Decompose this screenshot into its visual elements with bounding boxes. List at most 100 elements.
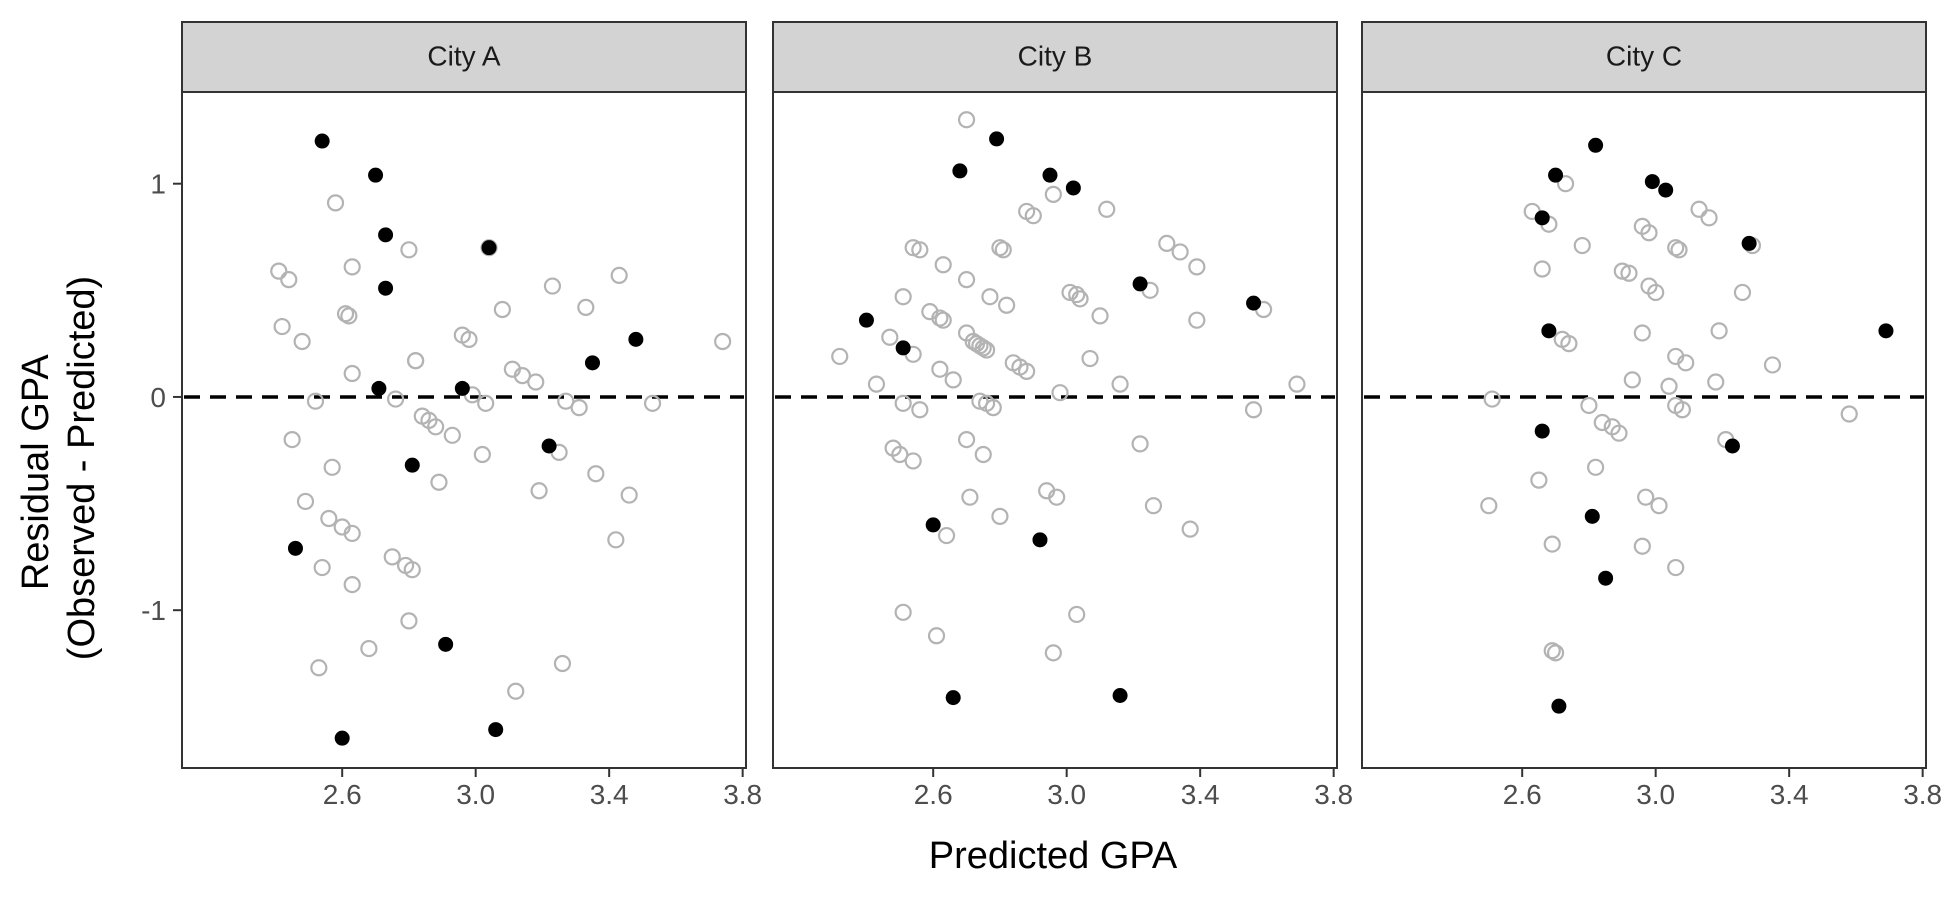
data-point-other xyxy=(553,654,572,673)
data-point-other xyxy=(957,430,976,449)
data-point-other xyxy=(1640,224,1658,242)
data-point-other xyxy=(1068,285,1086,304)
data-point-highlighted xyxy=(989,131,1005,147)
data-point-other xyxy=(957,111,976,129)
facet-strip-label: City A xyxy=(427,40,500,71)
data-point-other xyxy=(1111,375,1129,393)
y-axis-title: Residual GPA (Observed - Predicted) xyxy=(15,276,103,660)
data-point-other xyxy=(1144,497,1163,515)
x-tick-label: 2.6 xyxy=(323,779,362,810)
data-point-highlighted xyxy=(404,457,420,473)
data-point-other xyxy=(984,399,1002,417)
data-point-other xyxy=(313,558,331,577)
data-point-other xyxy=(911,241,929,259)
data-point-other xyxy=(477,394,495,412)
plot-area xyxy=(773,92,1337,768)
y-axis-title-line-1: Residual GPA xyxy=(15,354,57,591)
data-point-highlighted xyxy=(1551,698,1567,714)
y-axis-title-line-2: (Observed - Predicted) xyxy=(61,276,103,660)
data-point-other xyxy=(1710,322,1728,340)
data-point-other xyxy=(336,305,355,323)
data-point-other xyxy=(1660,377,1678,395)
data-point-other xyxy=(340,307,358,325)
data-point-other xyxy=(343,576,361,594)
data-point-highlighted xyxy=(454,380,470,396)
data-point-other xyxy=(931,360,949,378)
data-point-other xyxy=(1633,324,1651,342)
data-point-other xyxy=(944,371,962,389)
panel-border xyxy=(181,91,747,769)
facet-strip-label: City B xyxy=(1018,40,1093,71)
data-point-other xyxy=(994,241,1012,259)
facet-strip xyxy=(181,21,747,93)
data-point-other xyxy=(1650,497,1668,515)
data-point-other xyxy=(1700,209,1718,227)
data-point-other xyxy=(998,296,1016,314)
data-point-other xyxy=(991,239,1009,257)
data-point-other xyxy=(911,401,929,419)
data-point-other xyxy=(891,445,909,464)
data-point-highlighted xyxy=(1132,276,1148,292)
data-point-highlighted xyxy=(1541,323,1557,339)
data-point-other xyxy=(1707,373,1725,391)
data-point-other xyxy=(1024,207,1042,225)
data-point-other xyxy=(296,492,315,511)
data-point-other xyxy=(1188,311,1206,329)
x-tick-label: 3.0 xyxy=(1047,779,1086,810)
data-point-other xyxy=(831,347,849,366)
data-point-other xyxy=(904,452,922,470)
y-tick-label: 0 xyxy=(150,382,166,413)
data-point-other xyxy=(1573,236,1591,255)
data-point-other xyxy=(513,367,532,385)
data-point-other xyxy=(343,364,361,383)
data-point-other xyxy=(1673,401,1691,419)
data-point-highlighted xyxy=(1658,182,1674,198)
data-point-highlighted xyxy=(858,312,874,328)
data-point-other xyxy=(1667,239,1685,257)
data-point-other xyxy=(894,603,912,621)
data-point-other xyxy=(343,258,361,276)
data-point-highlighted xyxy=(481,240,497,256)
data-point-other xyxy=(714,332,732,351)
x-tick-label: 3.0 xyxy=(456,779,495,810)
data-point-other xyxy=(1633,537,1651,555)
data-point-highlighted xyxy=(1042,167,1058,183)
x-tick-label: 3.8 xyxy=(723,779,762,810)
facet-strip xyxy=(1361,21,1927,93)
data-point-other xyxy=(293,332,311,351)
panel-border xyxy=(772,91,1338,769)
data-point-other xyxy=(1068,605,1086,624)
data-point-other xyxy=(320,509,338,528)
facet-strip-label: City C xyxy=(1606,40,1682,71)
data-point-other xyxy=(280,271,298,289)
data-point-other xyxy=(530,482,548,500)
data-point-highlighted xyxy=(1534,210,1550,226)
data-point-other xyxy=(1587,458,1605,476)
data-point-highlighted xyxy=(438,636,454,652)
data-point-other xyxy=(1647,283,1665,302)
data-point-other xyxy=(867,375,886,393)
x-axis-title: Predicted GPA xyxy=(929,835,1178,877)
x-tick-label: 3.8 xyxy=(1903,779,1942,810)
data-point-other xyxy=(383,548,401,566)
data-point-other xyxy=(894,394,912,412)
data-point-highlighted xyxy=(378,280,394,296)
data-point-other xyxy=(1051,384,1069,402)
y-tick-label: -1 xyxy=(141,595,166,626)
y-tick-label: 1 xyxy=(150,169,166,200)
data-point-other xyxy=(306,392,325,410)
data-point-other xyxy=(957,271,976,289)
data-point-other xyxy=(1098,200,1116,218)
data-point-highlighted xyxy=(287,540,303,556)
data-point-other xyxy=(1044,644,1062,662)
data-point-highlighted xyxy=(1032,532,1048,548)
data-point-other xyxy=(643,394,662,412)
data-point-highlighted xyxy=(895,340,911,356)
data-point-other xyxy=(607,531,625,549)
data-point-other xyxy=(977,341,996,359)
data-point-other xyxy=(1244,401,1263,419)
data-point-other xyxy=(1667,558,1685,577)
data-point-highlighted xyxy=(488,722,504,738)
x-tick-label: 2.6 xyxy=(914,779,953,810)
